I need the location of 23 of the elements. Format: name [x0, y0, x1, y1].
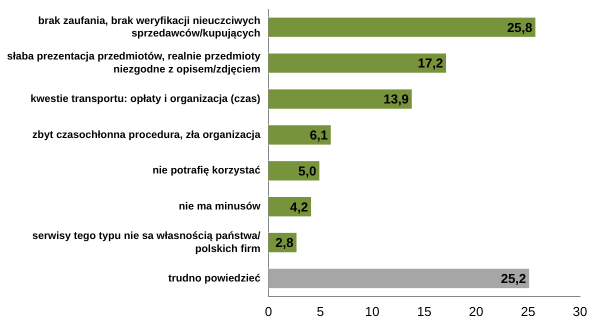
- data-label: 25,8: [507, 20, 532, 35]
- y-tick-label: zbyt czasochłonna procedura, zła organizacja: [32, 128, 261, 141]
- x-tick-label: 20: [468, 304, 484, 319]
- data-label: 25,2: [500, 271, 526, 286]
- data-label: 17,2: [418, 56, 444, 71]
- data-label: 6,1: [310, 127, 328, 142]
- x-tick-label: 0: [264, 304, 272, 319]
- y-tick-label: kwestie transportu: opłaty i organizacja (czas): [30, 92, 260, 105]
- data-label: 5,0: [298, 163, 316, 178]
- y-tick-label: brak zaufania, brak weryfikacji nieuczciwych sprzedawców/kupujących: [38, 14, 260, 40]
- y-tick-label: słaba prezentacja przedmiotów, realnie przedmioty niezgodne z opisem/zdjęciem: [6, 50, 261, 76]
- y-tick-label: serwisy tego typu nie sa własnością państwa/ polskich firm: [32, 230, 261, 255]
- x-tick-label: 30: [572, 304, 588, 319]
- y-tick-label: nie ma minusów: [178, 200, 262, 213]
- data-label: 2,8: [275, 235, 294, 250]
- y-tick-label: trudno powiedzieć: [168, 272, 261, 284]
- data-label: 4,2: [290, 199, 308, 214]
- y-tick-label: nie potrafię korzystać: [152, 164, 261, 177]
- x-tick-label: 25: [520, 304, 536, 319]
- x-tick-label: 5: [316, 304, 324, 319]
- data-label: 13,9: [383, 92, 409, 107]
- x-tick-label: 10: [365, 304, 380, 319]
- x-tick-label: 15: [416, 304, 432, 319]
